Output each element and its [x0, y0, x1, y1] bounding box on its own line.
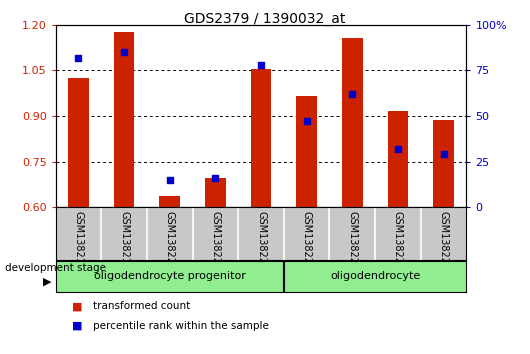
Text: GDS2379 / 1390032_at: GDS2379 / 1390032_at — [184, 12, 346, 27]
Point — [74, 55, 83, 61]
Text: oligodendrocyte progenitor: oligodendrocyte progenitor — [94, 272, 246, 281]
Bar — [434, 120, 454, 207]
Bar — [205, 178, 226, 207]
Point — [257, 62, 265, 68]
Text: percentile rank within the sample: percentile rank within the sample — [93, 321, 269, 331]
Bar — [68, 78, 89, 207]
Point — [348, 91, 357, 97]
Text: GSM138225: GSM138225 — [393, 211, 403, 270]
Point — [394, 146, 402, 152]
Bar — [251, 69, 271, 207]
Text: GSM138220: GSM138220 — [165, 211, 175, 270]
Bar — [296, 96, 317, 207]
Text: ■: ■ — [72, 321, 82, 331]
Text: ■: ■ — [72, 301, 82, 311]
Point — [211, 175, 219, 181]
Point — [120, 49, 128, 55]
Bar — [387, 112, 408, 207]
Text: transformed count: transformed count — [93, 301, 190, 311]
Text: GSM138218: GSM138218 — [74, 211, 83, 270]
Bar — [342, 39, 363, 207]
Text: GSM138229: GSM138229 — [439, 211, 448, 270]
Point — [439, 152, 448, 157]
Text: ▶: ▶ — [43, 277, 52, 287]
Text: development stage: development stage — [5, 263, 107, 273]
Text: GSM138222: GSM138222 — [256, 211, 266, 270]
Text: GSM138223: GSM138223 — [302, 211, 312, 270]
Point — [303, 119, 311, 124]
Text: GSM138219: GSM138219 — [119, 211, 129, 270]
Bar — [114, 32, 135, 207]
Text: oligodendrocyte: oligodendrocyte — [330, 272, 420, 281]
Point — [165, 177, 174, 183]
Text: GSM138224: GSM138224 — [347, 211, 357, 270]
Text: GSM138221: GSM138221 — [210, 211, 220, 270]
Bar — [160, 196, 180, 207]
